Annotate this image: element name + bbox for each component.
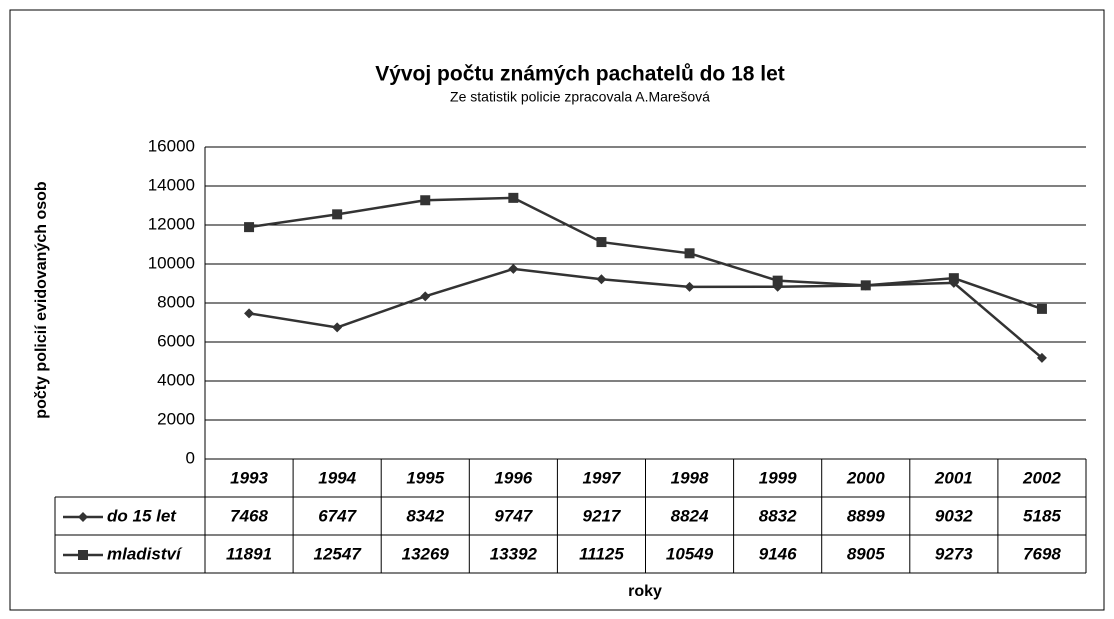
- x-tick-label: 1993: [230, 468, 268, 487]
- x-tick-label: 1999: [759, 468, 797, 487]
- marker: [420, 291, 431, 302]
- y-tick-label: 10000: [148, 253, 195, 272]
- y-tick-label: 6000: [157, 331, 195, 350]
- y-tick-label: 2000: [157, 409, 195, 428]
- series-line: [248, 196, 1043, 311]
- marker: [772, 275, 783, 286]
- x-tick-label: 1997: [583, 468, 622, 487]
- marker: [948, 273, 959, 284]
- table-value: 6747: [318, 506, 357, 525]
- marker: [596, 237, 607, 248]
- table-value: 11125: [579, 544, 624, 563]
- marker: [78, 512, 88, 522]
- table-value: 7468: [230, 506, 268, 525]
- marker: [420, 195, 431, 206]
- legend-label: mladiství: [107, 544, 183, 563]
- x-axis-label: roky: [628, 583, 662, 600]
- marker: [332, 322, 343, 333]
- table-value: 8905: [847, 544, 885, 563]
- table-value: 7698: [1023, 544, 1061, 563]
- marker: [244, 222, 255, 233]
- table-value: 13269: [402, 544, 450, 563]
- y-tick-label: 14000: [148, 175, 195, 194]
- chart-title: Vývoj počtu známých pachatelů do 18 let: [375, 63, 785, 86]
- marker: [508, 263, 519, 274]
- x-tick-label: 2001: [934, 468, 973, 487]
- x-tick-label: 2002: [1022, 468, 1061, 487]
- table-value: 5185: [1023, 506, 1061, 525]
- table-value: 9146: [759, 544, 797, 563]
- marker: [684, 248, 695, 259]
- marker: [596, 274, 607, 285]
- table-value: 8342: [406, 506, 444, 525]
- table-value: 9747: [494, 506, 533, 525]
- y-tick-label: 8000: [157, 292, 195, 311]
- x-tick-label: 2000: [846, 468, 885, 487]
- chart-subtitle: Ze statistik policie zpracovala A.Marešo…: [450, 89, 710, 105]
- y-tick-label: 0: [186, 448, 195, 467]
- x-tick-label: 1996: [494, 468, 532, 487]
- table-value: 8824: [671, 506, 709, 525]
- y-tick-label: 16000: [148, 136, 195, 155]
- marker: [332, 209, 343, 220]
- y-tick-label: 12000: [148, 214, 195, 233]
- table-value: 10549: [666, 544, 714, 563]
- table-value: 8899: [847, 506, 885, 525]
- marker: [1036, 352, 1047, 363]
- marker: [860, 280, 871, 291]
- series-line: [248, 267, 1043, 359]
- table-value: 9217: [583, 506, 622, 525]
- table-value: 8832: [759, 506, 797, 525]
- y-axis-label: počty policií evidovaných osob: [33, 181, 50, 419]
- y-tick-label: 4000: [157, 370, 195, 389]
- table-value: 12547: [314, 544, 363, 563]
- table-value: 13392: [490, 544, 538, 563]
- marker: [508, 192, 519, 203]
- marker: [78, 550, 88, 560]
- table-value: 11891: [226, 544, 272, 563]
- marker: [244, 308, 255, 319]
- legend-label: do 15 let: [107, 506, 177, 525]
- marker: [1036, 303, 1047, 314]
- marker: [684, 281, 695, 292]
- x-tick-label: 1994: [318, 468, 356, 487]
- table-value: 9032: [935, 506, 973, 525]
- table-value: 9273: [935, 544, 973, 563]
- x-tick-label: 1998: [671, 468, 709, 487]
- x-tick-label: 1995: [406, 468, 444, 487]
